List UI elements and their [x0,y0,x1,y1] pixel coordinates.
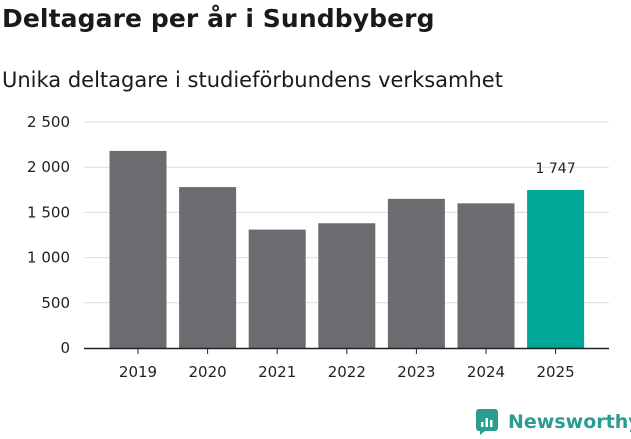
chart-title: Deltagare per år i Sundbyberg [2,4,435,33]
bar [179,187,237,348]
bar [248,229,306,348]
x-tick-label: 2025 [537,363,575,381]
bar [109,150,167,348]
x-tick-label: 2022 [328,363,366,381]
brand-name: Newsworthy [508,411,631,433]
data-label: 1 747 [536,161,576,177]
bar-chart: 0 500 1 000 1 500 2 000 2 500 2019 2020 2021 2022… [27,113,609,381]
labels: 0 500 1 000 1 500 2 000 2 500 2019 2020 2021 2022… [27,113,576,381]
chart-subtitle: Unika deltagare i studieförbundens verks… [2,68,503,92]
bar [527,190,585,348]
bar [387,198,445,348]
y-tick-label: 2 000 [27,158,70,176]
x-tick-label: 2023 [397,363,435,381]
x-tick-label: 2021 [258,363,296,381]
bar [457,203,515,348]
y-tick-label: 1 500 [27,203,70,221]
axes [84,347,609,354]
x-tick-label: 2019 [119,363,157,381]
bars [109,150,585,348]
y-tick-label: 0 [60,339,70,357]
x-tick-label: 2020 [189,363,227,381]
x-tick-label: 2024 [467,363,505,381]
y-tick-label: 2 500 [27,113,70,131]
y-tick-label: 500 [41,294,70,312]
y-tick-label: 1 000 [27,249,70,267]
bar [318,223,376,348]
newsworthy-logo-icon [476,409,498,435]
brand-logo: Newsworthy [476,408,631,436]
